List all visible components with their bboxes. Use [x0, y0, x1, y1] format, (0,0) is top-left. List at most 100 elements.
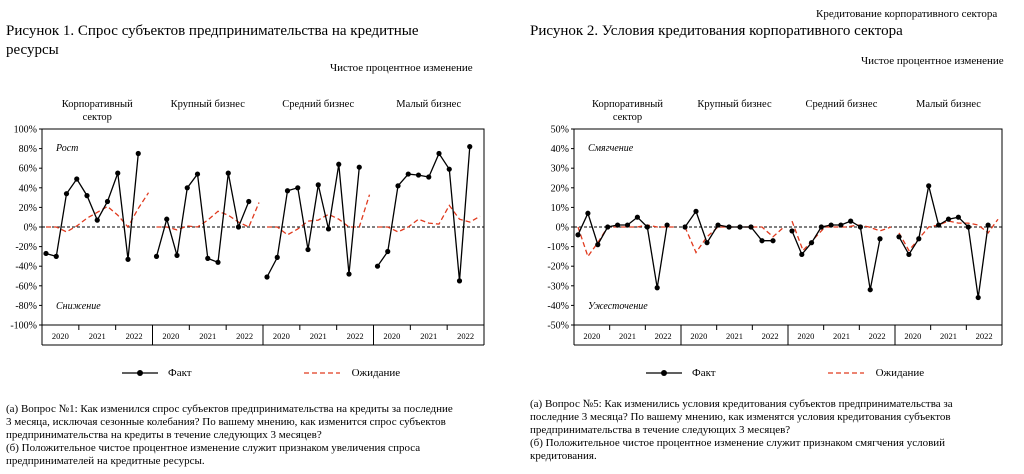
- y-tick-label: 0%: [556, 223, 569, 234]
- fact-point: [624, 222, 631, 228]
- fact-point: [595, 242, 601, 248]
- fact-point: [770, 238, 776, 244]
- fact-point: [857, 224, 864, 230]
- y-tick-label: 10%: [551, 203, 569, 214]
- expectation-line: [377, 204, 481, 233]
- fact-point: [634, 214, 640, 220]
- figure-1-title: Рисунок 1. Спрос субъектов предпринимате…: [6, 22, 419, 60]
- figure-2-chart: 50% 40% 30% 20% 10% 0% -10% -20% -30% -40% -50% 202…: [547, 99, 1003, 346]
- expectation-line: [267, 194, 371, 236]
- segment-label: Средний бизнес: [282, 99, 354, 110]
- fact-line: [577, 211, 668, 288]
- y-tick-label: -20%: [15, 242, 37, 253]
- fact-point: [615, 222, 621, 228]
- segment-label: Средний бизнес: [806, 99, 878, 110]
- y-tick-label: -80%: [15, 301, 37, 312]
- segment-label-line2: сектор: [83, 112, 112, 123]
- year-label: 2022: [457, 331, 474, 341]
- segment-label: Малый бизнес: [396, 99, 461, 110]
- y-tick-label: -40%: [15, 262, 37, 273]
- fact-point: [682, 224, 688, 230]
- figure-2-legend: Факт Ожидание: [644, 367, 924, 379]
- year-label: 2022: [655, 331, 672, 341]
- fact-point: [274, 254, 280, 260]
- fact-point: [315, 182, 321, 188]
- fact-point: [174, 252, 180, 259]
- figure-1-note-b-line2: предпринимателей на кредитные ресурсы.: [6, 455, 205, 467]
- y-tick-label: -10%: [547, 242, 569, 253]
- y-tick-label: 50%: [551, 125, 569, 136]
- year-label: 2021: [420, 331, 437, 341]
- fact-point: [926, 183, 932, 189]
- year-label: 2022: [976, 331, 993, 341]
- fact-point: [748, 224, 754, 230]
- y-tick-label: -20%: [547, 262, 569, 273]
- fact-point: [737, 224, 743, 230]
- fact-point: [305, 246, 311, 253]
- figure-2-panel: Кредитование корпоративного сектора Рису…: [524, 0, 1024, 474]
- y-tick-label: 60%: [19, 164, 37, 175]
- fact-point: [436, 150, 442, 157]
- y-tick-label: -100%: [10, 321, 37, 332]
- figure-1-panel: Рисунок 1. Спрос субъектов предпринимате…: [0, 0, 500, 474]
- y-tick-label: 40%: [551, 144, 569, 155]
- year-label: 2022: [236, 331, 253, 341]
- fact-point: [654, 285, 660, 291]
- year-label: 2020: [273, 331, 290, 341]
- year-label: 2021: [310, 331, 327, 341]
- fact-line: [45, 153, 139, 260]
- y-tick-label: 40%: [19, 183, 37, 194]
- fact-point: [184, 185, 190, 191]
- fact-line: [376, 146, 471, 281]
- fact-point: [575, 232, 581, 238]
- figure-2-note-a-line1: (а) Вопрос №5: Как изменились условия кр…: [530, 398, 953, 410]
- segment-label: Корпоративный: [62, 99, 133, 110]
- fact-point: [135, 150, 141, 157]
- fact-point: [284, 188, 291, 194]
- year-label: 2020: [797, 331, 814, 341]
- year-label: 2022: [126, 331, 143, 341]
- annotation-bottom: Ужесточение: [588, 301, 648, 312]
- year-label: 2022: [762, 331, 779, 341]
- figure-1-title-line1: Рисунок 1. Спрос субъектов предпринимате…: [6, 23, 419, 39]
- fact-point: [759, 238, 765, 244]
- figure-2-note-a-line3: предпринимательства в течение следующих …: [530, 424, 791, 436]
- fact-point: [799, 251, 805, 258]
- fact-point: [225, 170, 231, 176]
- fact-point: [426, 174, 432, 180]
- legend-expectation-label: Ожидание: [351, 367, 401, 379]
- figure-2-note: (а) Вопрос №5: Как изменились условия кр…: [530, 398, 1022, 463]
- figure-2-note-b-line1: (б) Положительное чистое процентное изме…: [530, 437, 946, 449]
- fact-point: [965, 224, 971, 230]
- figure-2-subtitle: Чистое процентное изменение: [861, 55, 1004, 67]
- legend-expectation-marker: [303, 372, 340, 374]
- fact-point: [644, 224, 650, 230]
- fact-point: [385, 248, 391, 255]
- fact-point: [605, 224, 611, 230]
- fact-point: [704, 240, 710, 246]
- fact-point: [415, 172, 422, 178]
- fact-point: [789, 228, 795, 234]
- fact-point: [125, 256, 131, 262]
- figure-1-title-line2: ресурсы: [6, 42, 59, 58]
- fact-point: [53, 253, 59, 259]
- fact-point: [153, 253, 160, 259]
- segment-label-line2: сектор: [613, 112, 642, 123]
- expectation-line: [577, 224, 677, 258]
- fact-point: [838, 222, 844, 228]
- fact-point: [896, 234, 902, 240]
- fact-point: [975, 294, 981, 301]
- fact-point: [264, 274, 270, 280]
- year-label: 2021: [89, 331, 106, 341]
- segment-label: Корпоративный: [592, 99, 663, 110]
- fact-line: [266, 164, 360, 278]
- fact-point: [906, 251, 912, 258]
- legend-expectation-marker: [827, 372, 864, 374]
- figure-1-subtitle: Чистое процентное изменение: [330, 62, 473, 74]
- fact-point: [346, 271, 352, 277]
- y-tick-label: 100%: [14, 125, 37, 136]
- fact-point: [664, 222, 670, 228]
- year-label: 2021: [726, 331, 743, 341]
- figure-1-note: (а) Вопрос №1: Как изменился спрос субъе…: [6, 403, 498, 468]
- segment-label: Крупный бизнес: [171, 99, 246, 110]
